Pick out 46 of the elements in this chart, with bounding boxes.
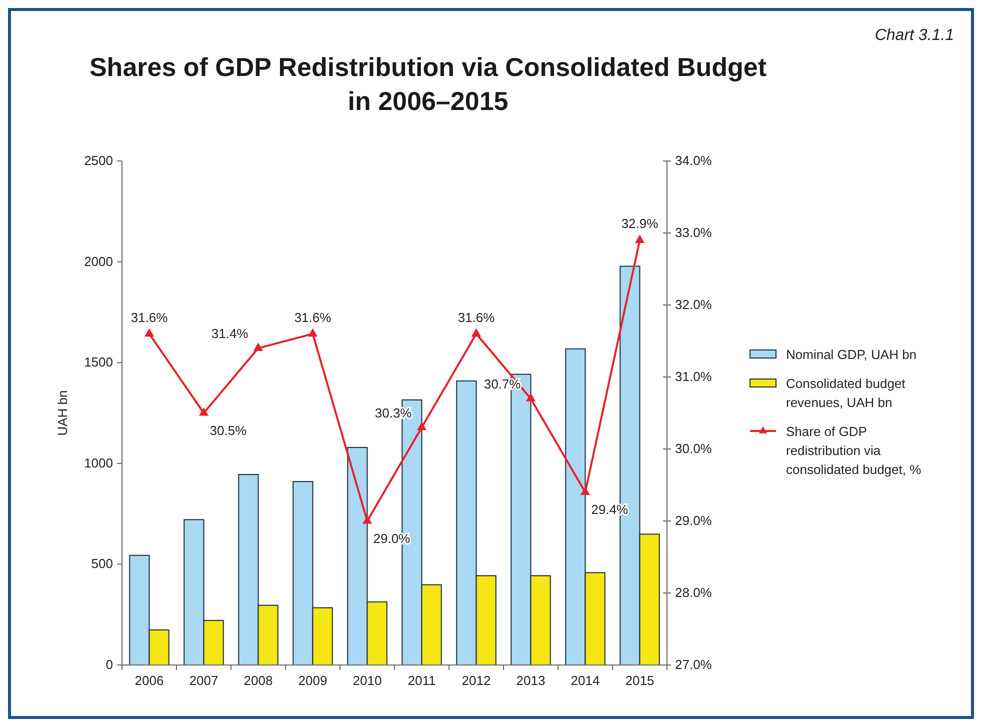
x-tick-label: 2011 bbox=[408, 673, 436, 688]
x-tick-label: 2006 bbox=[134, 673, 164, 688]
x-tick-label: 2014 bbox=[570, 673, 600, 688]
x-tick-label: 2013 bbox=[516, 673, 546, 688]
point bbox=[198, 407, 209, 416]
y-tick-label: 2500 bbox=[84, 153, 113, 168]
point bbox=[144, 328, 154, 337]
legend-label: Nominal GDP, UAH bn bbox=[786, 347, 917, 362]
y2-tick-label: 27.0% bbox=[675, 657, 712, 672]
caption: Chart 3.1.1 bbox=[874, 27, 954, 44]
y-tick-label: 500 bbox=[91, 556, 113, 572]
data-label: 32.9% bbox=[621, 216, 659, 232]
y-axis-title: UAH bn bbox=[55, 390, 70, 436]
x-tick-label: 2008 bbox=[244, 673, 273, 688]
y2-tick-label: 29.0% bbox=[675, 513, 712, 528]
y2-tick-label: 33.0% bbox=[675, 225, 712, 240]
x-tick-label: 2012 bbox=[462, 673, 491, 688]
y-tick-label: 2000 bbox=[84, 254, 113, 269]
point bbox=[308, 328, 318, 337]
chart-title: Shares of GDP Redistribution via Consolidated Budget in 2006–2015 bbox=[89, 52, 767, 116]
data-label: 31.6% bbox=[130, 310, 168, 325]
x-tick-label: 2015 bbox=[625, 673, 654, 688]
y2-tick-label: 34.0% bbox=[675, 153, 712, 168]
data-label: 30.5% bbox=[210, 423, 248, 438]
y-tick-label: 1500 bbox=[84, 354, 113, 370]
y-tick-label: 0 bbox=[106, 657, 113, 672]
point bbox=[580, 486, 590, 495]
legend-label: Share of GDP redistribution via consolidated budget, % bbox=[786, 424, 922, 477]
data-label: 31.6% bbox=[294, 310, 332, 325]
x-tick-label: 2009 bbox=[298, 673, 328, 688]
x-tick-label: 2010 bbox=[352, 673, 382, 688]
y2-tick-label: 32.0% bbox=[675, 297, 712, 312]
data-label: 31.4% bbox=[211, 326, 249, 342]
y2-tick-label: 31.0% bbox=[675, 369, 712, 384]
data-label: 31.6% bbox=[458, 310, 496, 325]
point bbox=[362, 515, 372, 524]
point bbox=[526, 393, 536, 402]
point bbox=[634, 234, 645, 243]
y-tick-label: 1000 bbox=[84, 455, 113, 470]
y2-tick-label: 28.0% bbox=[675, 585, 712, 600]
point bbox=[253, 342, 264, 351]
point bbox=[416, 422, 427, 430]
point bbox=[471, 328, 482, 337]
x-tick-label: 2007 bbox=[189, 673, 218, 688]
y2-tick-label: 30.0% bbox=[675, 441, 712, 456]
legend-label: Consolidated budget revenues, UAH bn bbox=[786, 376, 906, 410]
